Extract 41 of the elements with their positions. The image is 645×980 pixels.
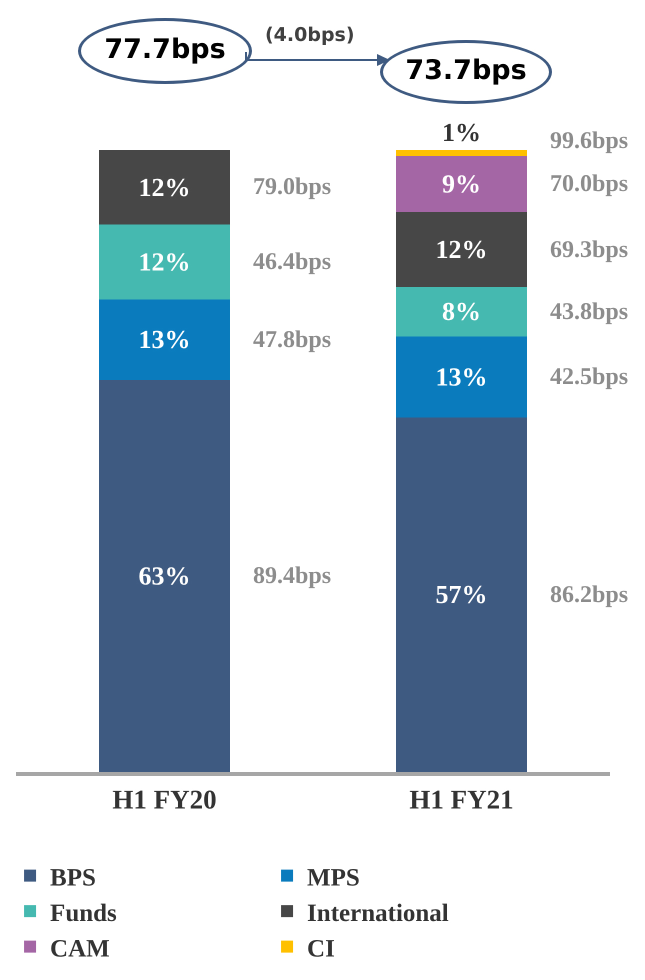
- annotation: 99.6bps: [550, 128, 628, 154]
- legend-label: CAM: [50, 935, 110, 962]
- legend-label: International: [307, 900, 449, 927]
- bar: [396, 150, 527, 156]
- bar: [396, 336, 527, 418]
- annotation: 47.8bps: [253, 327, 332, 353]
- bar: [99, 150, 230, 225]
- bar: [396, 212, 527, 287]
- x-tick-label: H1 FY21: [409, 784, 514, 814]
- text: 73.7bps: [404, 55, 528, 86]
- text: 77.7bps: [103, 34, 227, 66]
- x-tick-label: H1 FY20: [112, 784, 217, 814]
- legend-label: MPS: [307, 864, 360, 892]
- bar: [396, 286, 527, 337]
- annotation: 42.5bps: [550, 364, 628, 390]
- bar: [99, 224, 230, 300]
- data-label: 13%: [436, 362, 488, 392]
- bar: [396, 417, 527, 772]
- bar: [396, 156, 527, 212]
- data-label: 13%: [138, 325, 190, 354]
- annotation: 46.4bps: [253, 249, 332, 275]
- data-label: 9%: [442, 170, 481, 199]
- annotation: 86.2bps: [550, 582, 628, 608]
- annotation: 70.0bps: [550, 171, 628, 197]
- legend-label: BPS: [50, 864, 96, 892]
- bar: [99, 299, 230, 380]
- data-label: 12%: [436, 235, 488, 264]
- legend-label: CI: [307, 935, 335, 962]
- legend-label: Funds: [50, 900, 118, 927]
- annotation: 69.3bps: [550, 237, 628, 263]
- data-label: 1%: [442, 118, 481, 147]
- data-label: 12%: [138, 172, 190, 202]
- annotation: 43.8bps: [550, 299, 628, 325]
- annotation: 79.0bps: [253, 174, 332, 200]
- annotation: 89.4bps: [253, 563, 332, 589]
- bar: [99, 380, 230, 772]
- data-label: 57%: [436, 580, 488, 610]
- data-label: 63%: [138, 562, 190, 591]
- data-label: 8%: [442, 297, 481, 326]
- data-label: 12%: [138, 247, 190, 276]
- text: (4.0bps): [265, 24, 355, 46]
